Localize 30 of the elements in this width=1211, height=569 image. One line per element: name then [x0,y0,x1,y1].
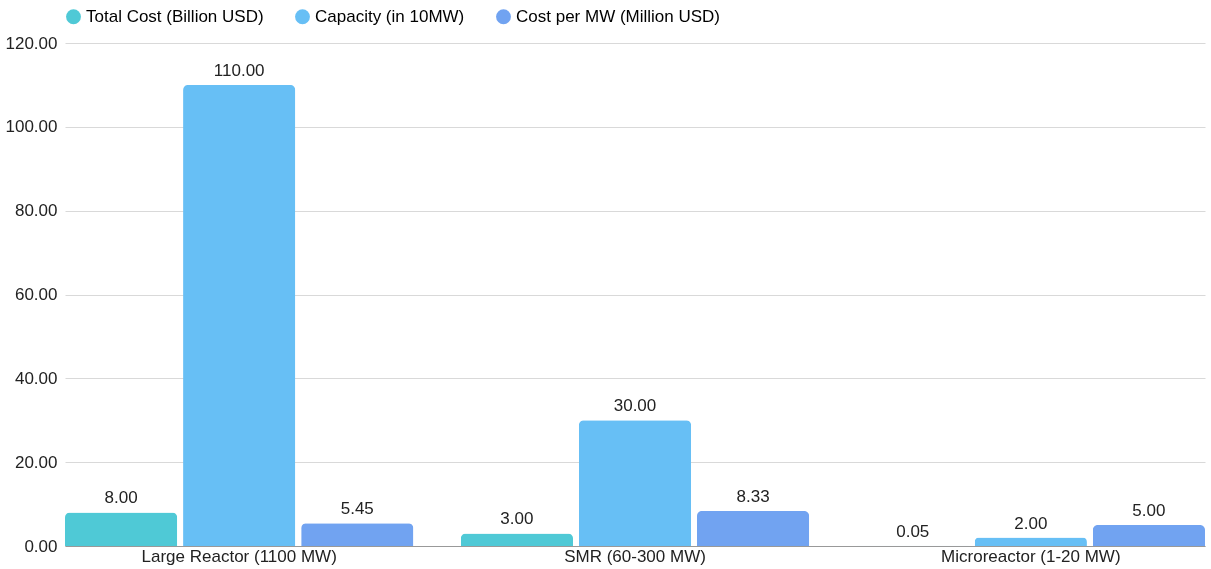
bar [301,523,414,546]
bar [460,533,574,546]
y-tick-label: 20.00 [14,452,58,472]
bar [65,512,178,546]
data-label: 5.00 [1132,501,1166,521]
bar [578,420,692,546]
legend-label: Capacity (in 10MW) [315,6,465,26]
data-label: 0.05 [896,521,930,541]
x-tick-label: SMR (60-300 MW) [564,546,706,566]
data-label: 8.00 [104,488,138,508]
data-label: 30.00 [613,396,657,416]
bar [183,84,296,546]
data-label: 5.45 [340,499,374,519]
bar [696,511,810,546]
bar [974,537,1087,546]
legend-label: Total Cost (Billion USD) [86,6,264,26]
bar [1092,525,1205,546]
x-tick-label: Microreactor (1-20 MW) [941,546,1121,566]
data-label: 8.33 [736,487,770,507]
y-tick-label: 60.00 [14,285,58,304]
x-tick-label: Large Reactor (1100 MW) [141,546,337,566]
legend-label: Cost per MW (Million USD) [516,6,721,26]
data-label: 3.00 [500,509,534,529]
data-label: 2.00 [1014,513,1048,533]
y-tick-label: 80.00 [14,201,58,221]
y-tick-label: 0.00 [24,536,58,556]
data-label: 110.00 [213,60,265,80]
y-tick-label: 40.00 [14,368,58,388]
y-tick-label: 120.00 [5,33,58,53]
y-tick-label: 100.00 [5,117,58,137]
